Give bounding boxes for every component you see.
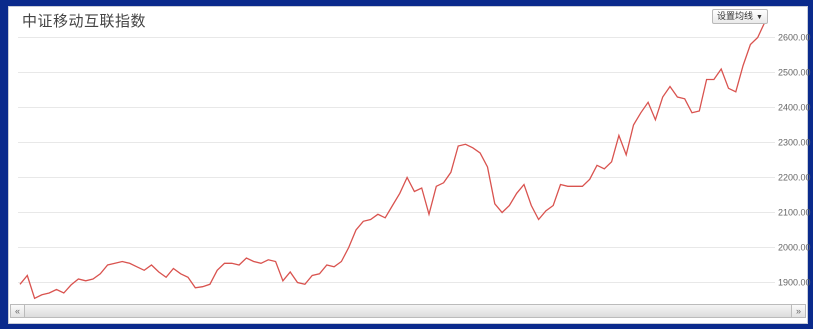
y-tick-label: 2200.00 xyxy=(778,173,811,183)
y-tick-label: 1900.00 xyxy=(778,278,811,288)
range-scrollbar[interactable]: « » xyxy=(10,304,806,318)
y-tick-label: 2300.00 xyxy=(778,138,811,148)
moving-average-button[interactable]: 设置均线 ▼ xyxy=(712,9,768,24)
y-tick-label: 2500.00 xyxy=(778,68,811,78)
y-axis-labels: 1900.00 2000.00 2100.00 2200.00 2300.00 2400.… xyxy=(778,33,811,288)
gridlines xyxy=(18,37,775,283)
y-tick-label: 2400.00 xyxy=(778,103,811,113)
y-tick-label: 2000.00 xyxy=(778,243,811,253)
scroll-left-icon[interactable]: « xyxy=(11,305,25,317)
chevron-down-icon: ▼ xyxy=(756,14,763,21)
chart-title: 中证移动互联指数 xyxy=(22,13,147,30)
scroll-right-icon[interactable]: » xyxy=(791,305,805,317)
y-tick-label: 2600.00 xyxy=(778,33,811,43)
series-line-index xyxy=(19,21,766,300)
y-tick-label: 2100.00 xyxy=(778,208,811,218)
moving-average-label: 设置均线 xyxy=(717,11,754,21)
chart-panel xyxy=(8,6,808,324)
